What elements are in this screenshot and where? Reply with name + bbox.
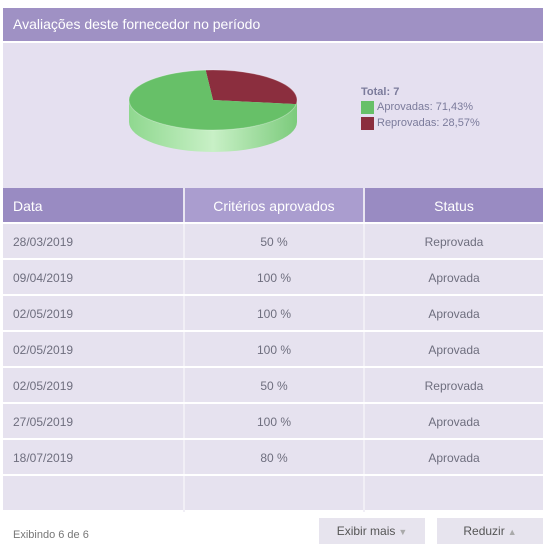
table-row[interactable]: 28/03/2019 50 % Reprovada: [3, 224, 543, 258]
empty-cell: [3, 476, 183, 512]
pie-top-outline: [128, 69, 298, 131]
cell-date: 27/05/2019: [13, 415, 74, 429]
cell-criteria: 100 %: [183, 296, 363, 330]
cell-status: Aprovada: [363, 332, 543, 366]
cell-date: 02/05/2019: [13, 307, 74, 321]
legend-total: Total: 7: [361, 86, 480, 98]
show-less-button[interactable]: Reduzir ▲: [437, 518, 543, 544]
table-row[interactable]: 02/05/2019 100 % Aprovada: [3, 332, 543, 366]
cell-date: 09/04/2019: [13, 271, 74, 285]
empty-cell: [363, 476, 543, 512]
pie-side-wall: [129, 100, 297, 152]
table-footer: Exibindo 6 de 6 Exibir mais ▼ Reduzir ▲: [3, 512, 543, 544]
column-header-status[interactable]: Status: [363, 188, 543, 222]
pie-slice-aprovadas[interactable]: [129, 70, 297, 130]
legend-total-value: 7: [393, 86, 400, 98]
show-more-label: Exibir mais: [336, 524, 396, 538]
cell-criteria: 100 %: [183, 404, 363, 438]
cell-date: 02/05/2019: [13, 343, 74, 357]
pagination-info: Exibindo 6 de 6: [13, 529, 89, 541]
legend-total-label: Total:: [361, 86, 391, 98]
cell-status: Reprovada: [363, 368, 543, 402]
cell-status: Aprovada: [363, 404, 543, 438]
cell-criteria: 50 %: [183, 224, 363, 258]
cell-criteria: 100 %: [183, 332, 363, 366]
show-more-button[interactable]: Exibir mais ▼: [319, 518, 425, 544]
table-row[interactable]: 09/04/2019 100 % Aprovada: [3, 260, 543, 294]
legend-item-approved: Aprovadas: 71,43%: [361, 99, 480, 115]
chevron-up-icon: ▲: [507, 527, 517, 537]
cell-criteria: 80 %: [183, 440, 363, 474]
table-body: 28/03/2019 50 % Reprovada 09/04/2019 100…: [3, 224, 543, 512]
chart-legend: Total: 7 Aprovadas: 71,43% Reprovadas: 2…: [361, 86, 480, 131]
legend-item-rejected: Reprovadas: 28,57%: [361, 115, 480, 131]
pie-slice-reprovadas[interactable]: [205, 70, 297, 105]
column-header-date[interactable]: Data: [13, 198, 43, 214]
cell-date: 28/03/2019: [13, 235, 74, 249]
column-header-criteria[interactable]: Critérios aprovados: [183, 188, 363, 222]
cell-status: Aprovada: [363, 296, 543, 330]
legend-label-rejected: Reprovadas: 28,57%: [377, 117, 480, 129]
chevron-down-icon: ▼: [398, 527, 408, 537]
supplier-evaluations-panel: Avaliações deste fornecedor no período T…: [3, 8, 543, 544]
legend-swatch-approved: [361, 100, 374, 114]
cell-criteria: 100 %: [183, 260, 363, 294]
table-row[interactable]: 27/05/2019 100 % Aprovada: [3, 404, 543, 438]
table-row[interactable]: 02/05/2019 100 % Aprovada: [3, 296, 543, 330]
table-row[interactable]: 02/05/2019 50 % Reprovada: [3, 368, 543, 402]
panel-title: Avaliações deste fornecedor no período: [3, 8, 543, 41]
cell-status: Aprovada: [363, 260, 543, 294]
legend-label-approved: Aprovadas: 71,43%: [377, 101, 474, 113]
cell-date: 02/05/2019: [13, 379, 74, 393]
legend-swatch-rejected: [361, 116, 374, 130]
pie-chart: [128, 69, 298, 152]
cell-status: Reprovada: [363, 224, 543, 258]
cell-status: Aprovada: [363, 440, 543, 474]
table-row-empty: [3, 476, 543, 512]
show-less-label: Reduzir: [463, 524, 505, 538]
empty-cell: [183, 476, 363, 512]
cell-criteria: 50 %: [183, 368, 363, 402]
table-row[interactable]: 18/07/2019 80 % Aprovada: [3, 440, 543, 474]
table-header: Data Critérios aprovados Status: [3, 188, 543, 222]
chart-area: Total: 7 Aprovadas: 71,43% Reprovadas: 2…: [3, 43, 543, 193]
cell-date: 18/07/2019: [13, 451, 74, 465]
